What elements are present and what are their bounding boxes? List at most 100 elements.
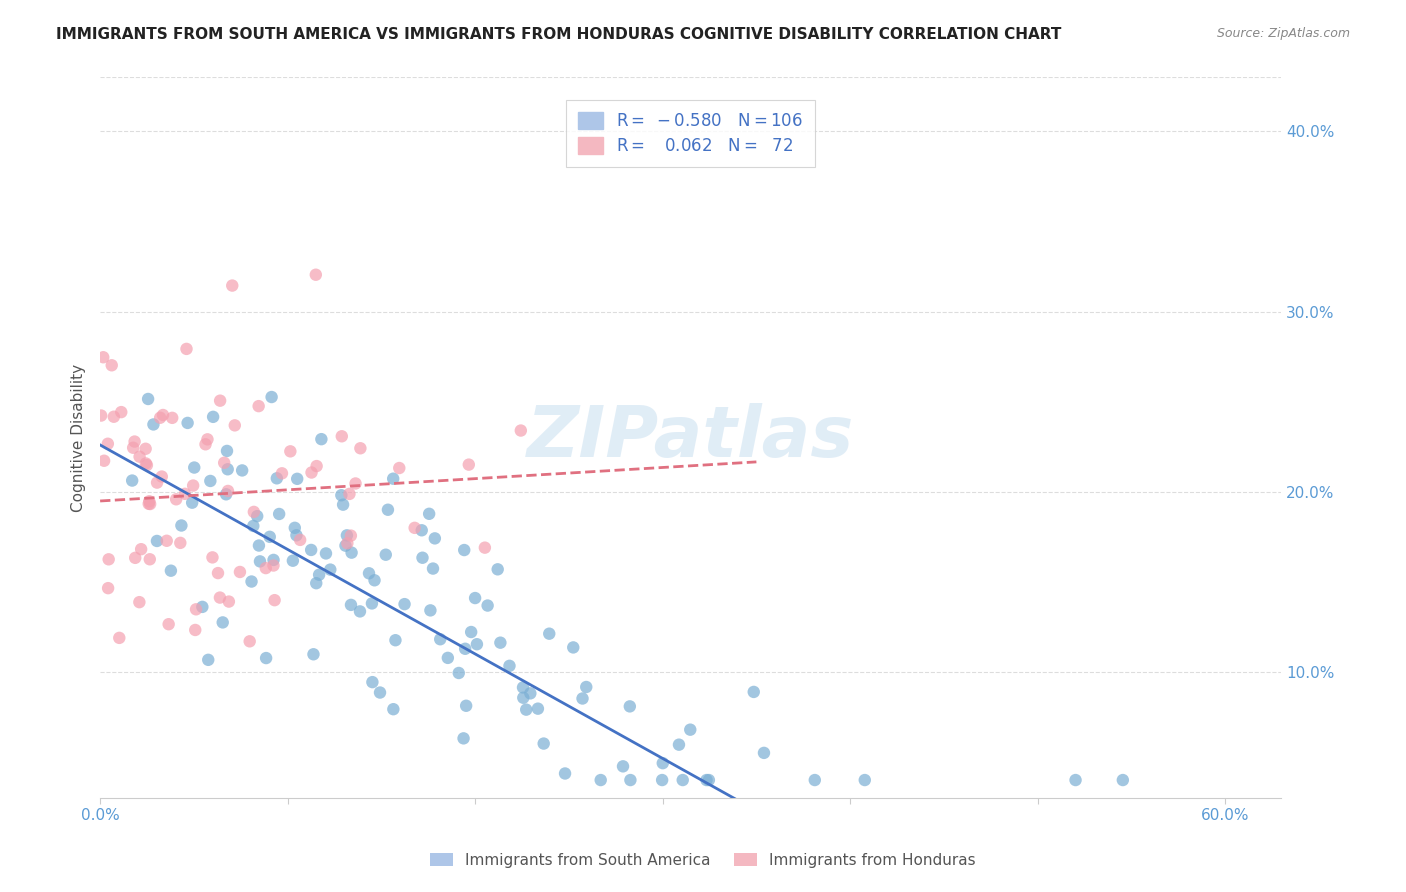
Point xyxy=(394,597,416,611)
Point xyxy=(512,681,534,695)
Point xyxy=(679,723,702,737)
Point xyxy=(527,701,550,715)
Point xyxy=(211,615,233,630)
Point xyxy=(336,536,359,550)
Point xyxy=(221,278,243,293)
Point xyxy=(429,632,451,647)
Point xyxy=(1112,772,1135,787)
Point xyxy=(247,399,270,413)
Point xyxy=(122,441,145,455)
Point xyxy=(305,459,328,474)
Point xyxy=(361,596,384,610)
Point xyxy=(477,599,499,613)
Point xyxy=(419,603,441,617)
Legend: Immigrants from South America, Immigrants from Honduras: Immigrants from South America, Immigrant… xyxy=(423,845,983,875)
Point xyxy=(138,494,160,508)
Point xyxy=(263,558,285,573)
Point xyxy=(589,772,612,787)
Point xyxy=(486,562,509,576)
Point xyxy=(301,466,323,480)
Point xyxy=(217,483,239,498)
Point xyxy=(382,702,405,716)
Point xyxy=(339,487,361,501)
Point xyxy=(340,598,363,612)
Point xyxy=(150,469,173,483)
Point xyxy=(90,409,112,423)
Point xyxy=(619,699,641,714)
Point xyxy=(231,463,253,477)
Point xyxy=(464,591,486,605)
Point xyxy=(247,539,270,553)
Point xyxy=(176,342,198,356)
Point xyxy=(97,581,120,595)
Point xyxy=(271,467,294,481)
Point xyxy=(305,576,328,591)
Point xyxy=(212,456,235,470)
Point xyxy=(136,392,159,406)
Point xyxy=(215,444,238,458)
Point xyxy=(181,478,204,492)
Point xyxy=(194,437,217,451)
Point xyxy=(368,685,391,699)
Point xyxy=(200,474,222,488)
Point xyxy=(215,487,238,501)
Point xyxy=(184,623,207,637)
Point xyxy=(384,633,406,648)
Point xyxy=(374,548,396,562)
Text: ZIPatlas: ZIPatlas xyxy=(527,403,855,472)
Point xyxy=(197,653,219,667)
Point xyxy=(330,429,353,443)
Point xyxy=(411,523,433,537)
Point xyxy=(170,518,193,533)
Point xyxy=(181,496,204,510)
Point xyxy=(128,450,150,464)
Point xyxy=(281,554,304,568)
Point xyxy=(554,766,576,780)
Point xyxy=(752,746,775,760)
Point xyxy=(229,565,252,579)
Point xyxy=(217,462,239,476)
Point xyxy=(349,604,371,618)
Point xyxy=(349,442,371,456)
Point xyxy=(697,772,720,787)
Point xyxy=(489,635,512,649)
Point xyxy=(129,542,152,557)
Point xyxy=(336,528,359,542)
Point xyxy=(269,507,291,521)
Point xyxy=(209,393,232,408)
Point xyxy=(571,691,593,706)
Point xyxy=(224,418,246,433)
Legend: $\mathregular{R = \ -0.580 \quad N = 106}$, $\mathregular{R = \ \ \ 0.062 \quad : $\mathregular{R = \ -0.580 \quad N = 106… xyxy=(567,100,815,167)
Point xyxy=(361,675,384,690)
Point xyxy=(465,637,488,651)
Point xyxy=(165,492,187,507)
Point xyxy=(377,502,399,516)
Point xyxy=(340,528,363,542)
Point xyxy=(139,552,162,566)
Point xyxy=(853,772,876,787)
Point xyxy=(332,498,354,512)
Y-axis label: Cognitive Disability: Cognitive Disability xyxy=(72,364,86,512)
Point xyxy=(308,567,330,582)
Point xyxy=(259,530,281,544)
Point xyxy=(110,405,132,419)
Point xyxy=(457,458,479,472)
Point xyxy=(335,539,357,553)
Point xyxy=(149,410,172,425)
Point xyxy=(411,550,433,565)
Point xyxy=(454,641,477,656)
Point xyxy=(160,564,183,578)
Point xyxy=(183,460,205,475)
Point xyxy=(651,756,673,771)
Point xyxy=(103,409,125,424)
Point xyxy=(344,476,367,491)
Point xyxy=(202,409,225,424)
Point xyxy=(418,507,440,521)
Point xyxy=(562,640,585,655)
Point xyxy=(208,591,231,605)
Point xyxy=(284,521,307,535)
Point xyxy=(315,546,337,560)
Point xyxy=(239,634,262,648)
Point xyxy=(330,488,353,502)
Point xyxy=(460,625,482,640)
